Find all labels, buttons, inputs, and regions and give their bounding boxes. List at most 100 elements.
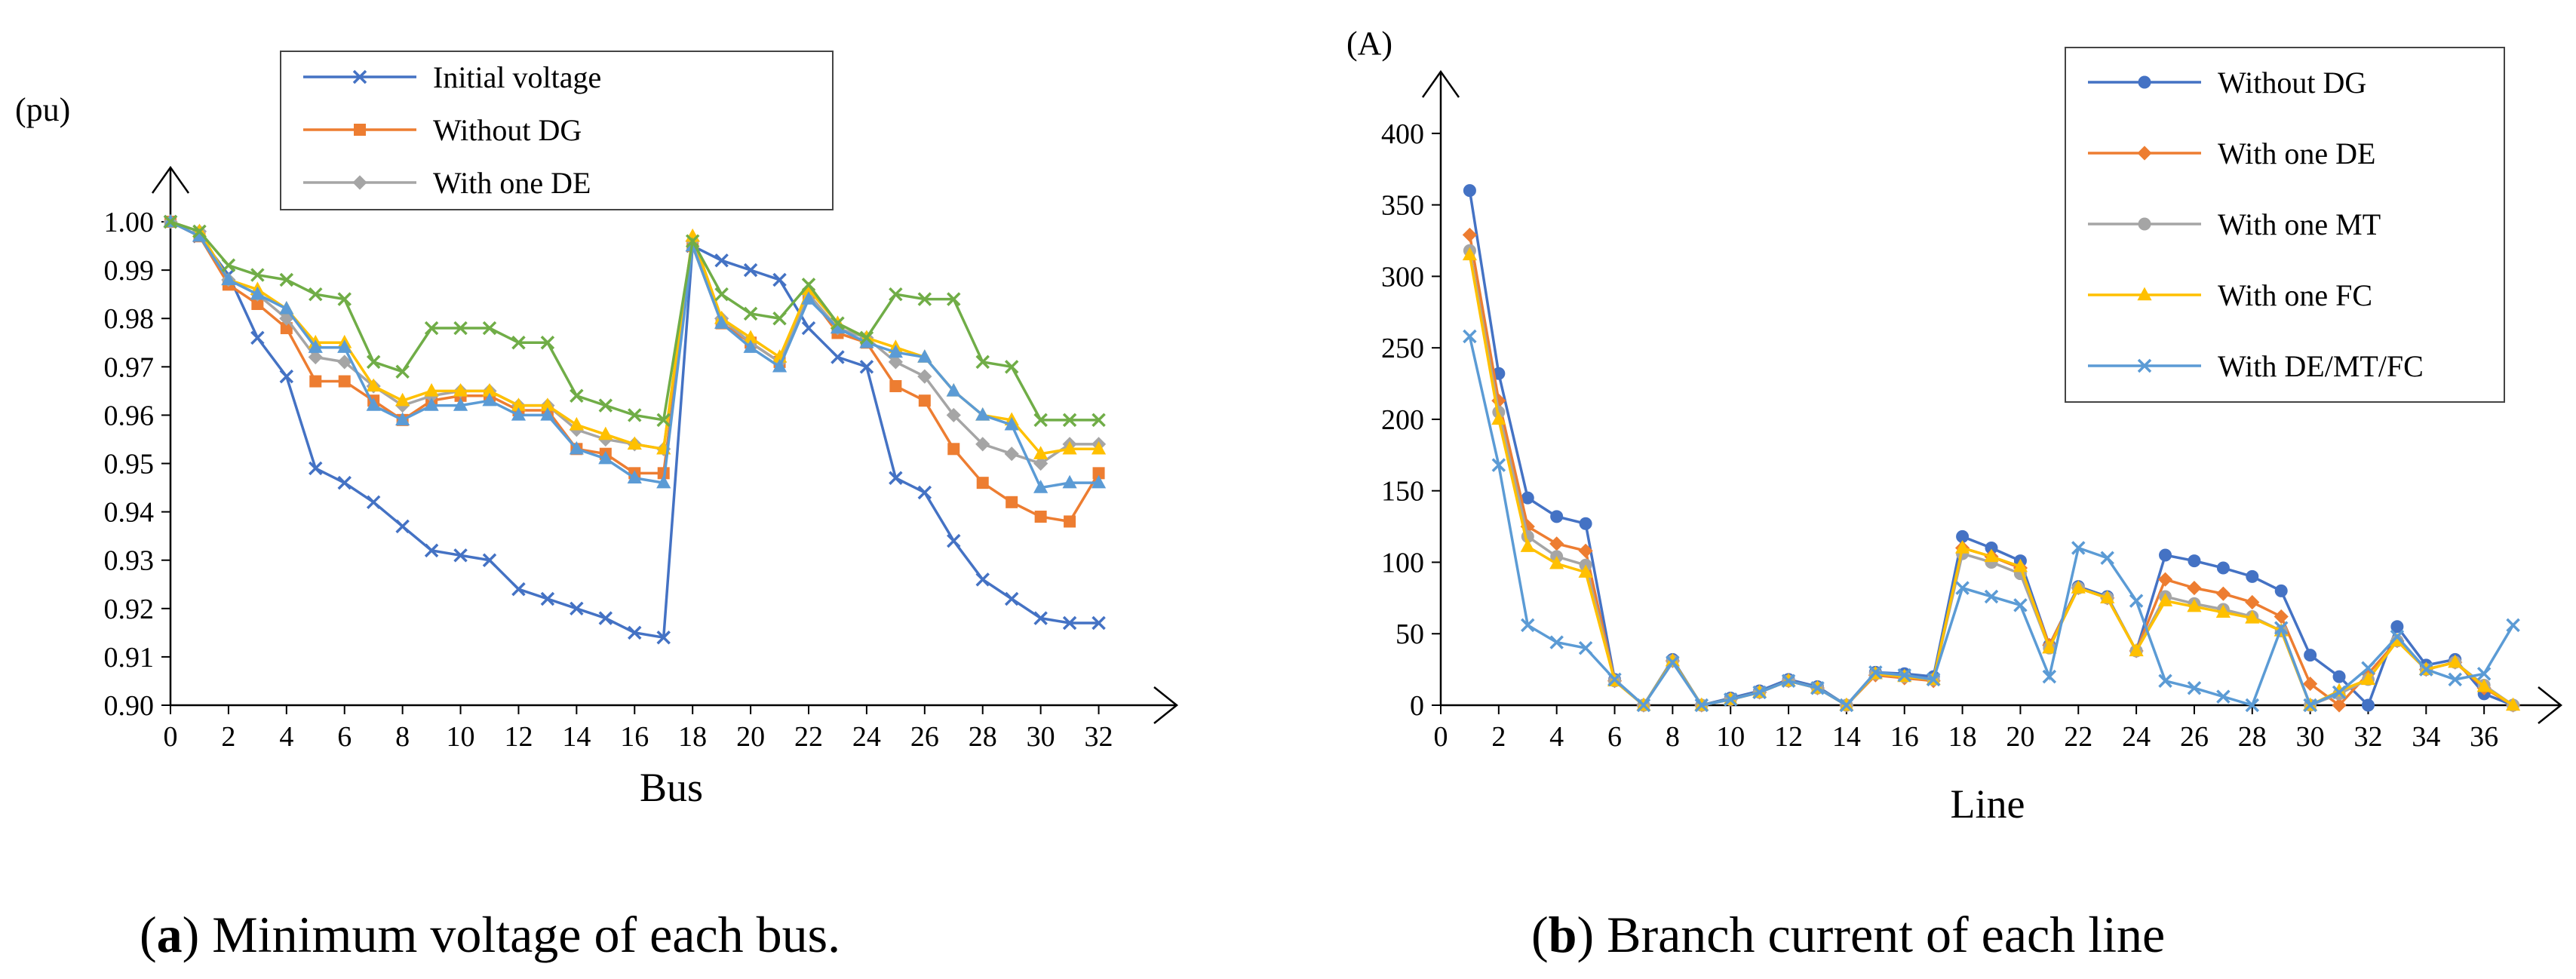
chart-b-data-point xyxy=(2246,569,2259,583)
chart-a-y-tick-label: 0.91 xyxy=(104,642,155,674)
chart-a-data-point xyxy=(250,268,265,282)
chart-b-y-axis-arrow xyxy=(1421,69,1460,98)
chart-a-data-point xyxy=(309,287,323,302)
chart-b-y-tick-label: 250 xyxy=(1381,333,1424,364)
chart-b-data-point xyxy=(2245,594,2260,610)
chart-b-x-tick-label: 6 xyxy=(1607,721,1622,753)
chart-a-data-point xyxy=(1033,456,1049,471)
chart-a-series-line xyxy=(170,220,1099,422)
chart-a-data-point xyxy=(250,330,265,345)
chart-b-x-tick-label: 22 xyxy=(2064,721,2092,753)
chart-b-data-point xyxy=(1549,555,1564,569)
chart-a-caption-open-paren: ( xyxy=(140,906,157,963)
chart-a-data-point xyxy=(743,306,758,321)
chart-b-legend-swatch-marker xyxy=(2137,358,2152,373)
chart-a-y-tick-label: 0.93 xyxy=(104,545,155,577)
chart-b-legend-label: With one MT xyxy=(2218,207,2381,241)
chart-a-data-point xyxy=(221,258,236,272)
chart-a-data-point xyxy=(917,369,932,384)
chart-a-data-point xyxy=(482,553,497,567)
chart-a-x-tick-label: 2 xyxy=(221,721,235,753)
chart-b-data-point xyxy=(2245,698,2260,713)
chart-a-data-point xyxy=(540,336,555,350)
chart-b-data-point xyxy=(2304,649,2317,662)
chart-a-series-line xyxy=(170,220,1099,465)
chart-b-data-point xyxy=(1839,698,1854,713)
chart-a-y-tick-label: 0.98 xyxy=(104,303,155,335)
chart-a-data-point xyxy=(917,349,932,363)
chart-a-data-point xyxy=(859,334,874,348)
chart-b-legend-label: With DE/MT/FC xyxy=(2218,349,2424,383)
chart-a-data-point xyxy=(1033,611,1048,625)
chart-b-y-tick-label: 200 xyxy=(1381,404,1424,436)
chart-b-data-point xyxy=(2188,554,2201,568)
chart-a-data-point xyxy=(772,272,787,287)
chart-b-data-point xyxy=(2303,698,2317,713)
chart-a-axes: 0.90 0.91 0.92 0.93 0.94 0.95 0.96 0.97 0.98 0.99… xyxy=(104,165,1179,753)
chart-b-data-point xyxy=(2215,586,2231,601)
chart-a-data-point xyxy=(743,330,758,344)
chart-a-data-point xyxy=(889,379,902,392)
chart-a-data-point xyxy=(1033,480,1049,493)
chart-a-data-point xyxy=(627,436,642,450)
chart-b-x-tick-label: 2 xyxy=(1491,721,1506,753)
chart-a-y-tick-label: 0.97 xyxy=(104,351,155,383)
chart-b-data-point xyxy=(2216,689,2231,704)
chart-a-data-point xyxy=(308,339,323,353)
chart-a-x-tick-label: 26 xyxy=(910,721,939,753)
chart-b-data-point xyxy=(1666,655,1680,670)
chart-a-series xyxy=(163,213,1107,645)
chart-a-data-point xyxy=(975,354,990,370)
chart-b-series xyxy=(1462,184,2521,713)
chart-b-data-point xyxy=(2100,590,2115,604)
chart-a-data-point xyxy=(163,214,178,229)
chart-b-x-tick-label: 4 xyxy=(1549,721,1564,753)
chart-a-x-tick-label: 12 xyxy=(504,721,533,753)
chart-a-data-point xyxy=(1033,413,1048,428)
chart-a-data-point xyxy=(917,292,932,306)
chart-b-caption: (b) Branch current of each line xyxy=(1531,906,2165,963)
chart-a-series-line xyxy=(170,220,1099,640)
chart-a-legend-swatch-marker xyxy=(352,175,367,190)
chart-a-data-point xyxy=(1062,440,1077,455)
chart-a-data-point xyxy=(743,262,758,278)
chart-b-data-point xyxy=(1463,184,1476,198)
chart-b-data-point xyxy=(2042,669,2057,684)
chart-b-data-point xyxy=(2187,580,2202,596)
chart-b-data-point xyxy=(2159,548,2172,562)
chart-b-data-point xyxy=(2506,618,2520,633)
chart-b-data-point xyxy=(1723,692,1738,707)
chart-b-data-point xyxy=(2274,621,2289,635)
chart-b-data-point xyxy=(1984,589,1999,604)
chart-b-data-point xyxy=(1607,672,1622,687)
chart-b-x-tick-label: 26 xyxy=(2180,721,2209,753)
chart-b-data-point xyxy=(1578,543,1593,558)
chart-a-data-point xyxy=(831,316,845,330)
chart-a-legend-swatch-marker xyxy=(352,69,367,84)
chart-b-y-tick-label: 300 xyxy=(1381,261,1424,293)
chart-a-y-tick-label: 1.00 xyxy=(104,207,155,238)
chart-a-data-point xyxy=(598,426,613,440)
chart-a-data-point xyxy=(831,350,845,364)
chart-b-x-tick-label: 10 xyxy=(1716,721,1745,753)
chart-a-caption-letter: a xyxy=(157,906,183,963)
chart-b-data-point xyxy=(2361,698,2375,712)
chart-a-data-point xyxy=(976,477,989,490)
chart-b-y-tick-label: 400 xyxy=(1381,118,1424,150)
chart-b-legend-swatch-marker xyxy=(2138,217,2151,231)
chart-a-data-point xyxy=(279,272,294,287)
chart-b-data-point xyxy=(2157,572,2173,587)
chart-a-x-tick-label: 30 xyxy=(1027,721,1055,753)
chart-a-data-point xyxy=(627,470,642,483)
chart-b-data-point xyxy=(1984,548,1999,563)
chart-a-data-point xyxy=(338,375,351,388)
chart-a-y-tick-label: 0.94 xyxy=(104,497,155,529)
chart-b-data-point xyxy=(2448,654,2463,668)
chart-a-data-point xyxy=(918,394,931,407)
chart-a-data-point xyxy=(801,278,816,292)
chart-a-x-tick-label: 10 xyxy=(447,721,475,753)
chart-a-data-point xyxy=(395,412,410,426)
chart-a-data-point xyxy=(395,364,410,379)
